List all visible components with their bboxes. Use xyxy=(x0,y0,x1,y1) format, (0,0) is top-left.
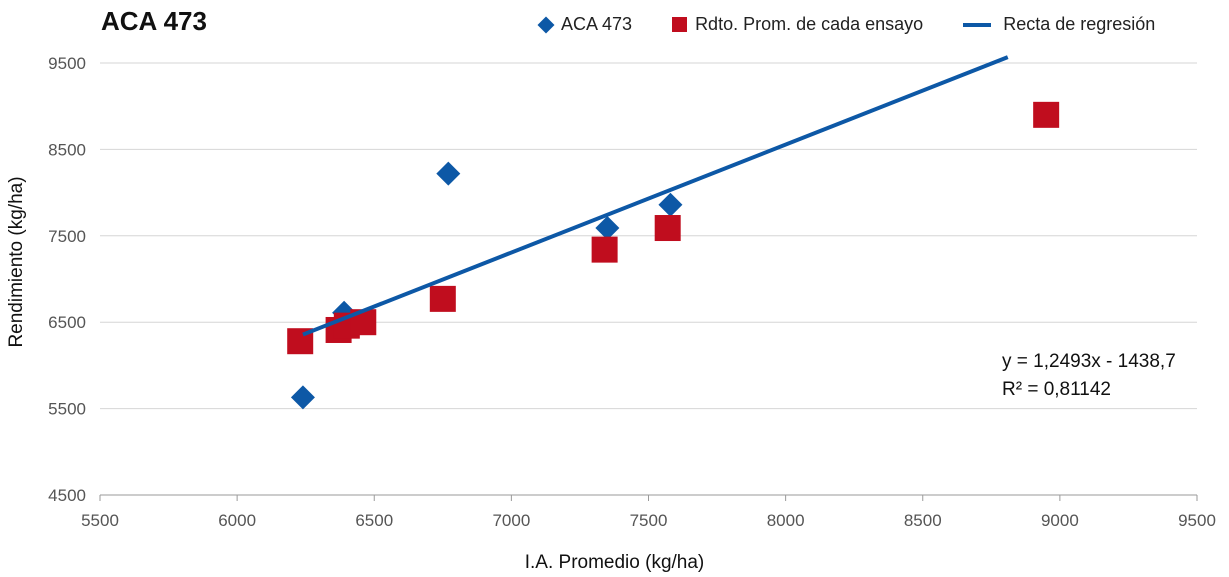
legend-item-aca473: ACA 473 xyxy=(537,14,633,35)
legend-item-rdto: Rdto. Prom. de cada ensayo xyxy=(672,14,923,35)
square-marker xyxy=(654,215,681,242)
legend-label-aca473: ACA 473 xyxy=(561,14,633,34)
square-icon xyxy=(672,17,688,32)
legend-label-rdto: Rdto. Prom. de cada ensayo xyxy=(695,14,924,34)
y-tick-label: 5500 xyxy=(48,400,86,419)
x-tick-label: 7000 xyxy=(492,511,530,530)
x-tick-label: 6000 xyxy=(218,511,256,530)
square-marker xyxy=(1033,101,1060,128)
x-tick-label: 8000 xyxy=(767,511,805,530)
regression-equation: y = 1,2493x - 1438,7 R² = 0,81142 xyxy=(1002,348,1176,404)
x-tick-label: 8500 xyxy=(904,511,942,530)
diamond-marker xyxy=(658,192,683,217)
diamond-marker xyxy=(595,216,620,241)
legend-label-regression: Recta de regresión xyxy=(1003,14,1156,34)
legend: ACA 473 Rdto. Prom. de cada ensayo Recta… xyxy=(537,14,1155,35)
square-marker xyxy=(429,285,456,312)
y-tick-label: 4500 xyxy=(48,486,86,505)
r-squared-text: R² = 0,81142 xyxy=(1002,379,1111,400)
x-axis-label: I.A. Promedio (kg/ha) xyxy=(524,552,705,573)
chart-title: ACA 473 xyxy=(101,6,207,36)
equation-text: y = 1,2493x - 1438,7 xyxy=(1002,351,1176,372)
x-tick-label: 6500 xyxy=(355,511,393,530)
y-tick-label: 9500 xyxy=(48,54,86,73)
square-marker xyxy=(591,236,618,263)
diamond-marker xyxy=(436,161,461,186)
line-icon xyxy=(963,22,992,27)
x-tick-label: 9000 xyxy=(1041,511,1079,530)
diamond-marker xyxy=(290,385,315,410)
y-tick-label: 8500 xyxy=(48,140,86,159)
legend-item-regression: Recta de regresión xyxy=(963,14,1155,35)
regression-line xyxy=(302,55,1009,337)
x-tick-label: 9500 xyxy=(1178,511,1216,530)
y-axis-label: Rendimiento (kg/ha) xyxy=(6,176,27,348)
x-tick-label: 5500 xyxy=(81,511,119,530)
y-tick-label: 6500 xyxy=(48,313,86,332)
x-tick-label: 7500 xyxy=(630,511,668,530)
y-tick-label: 7500 xyxy=(48,227,86,246)
